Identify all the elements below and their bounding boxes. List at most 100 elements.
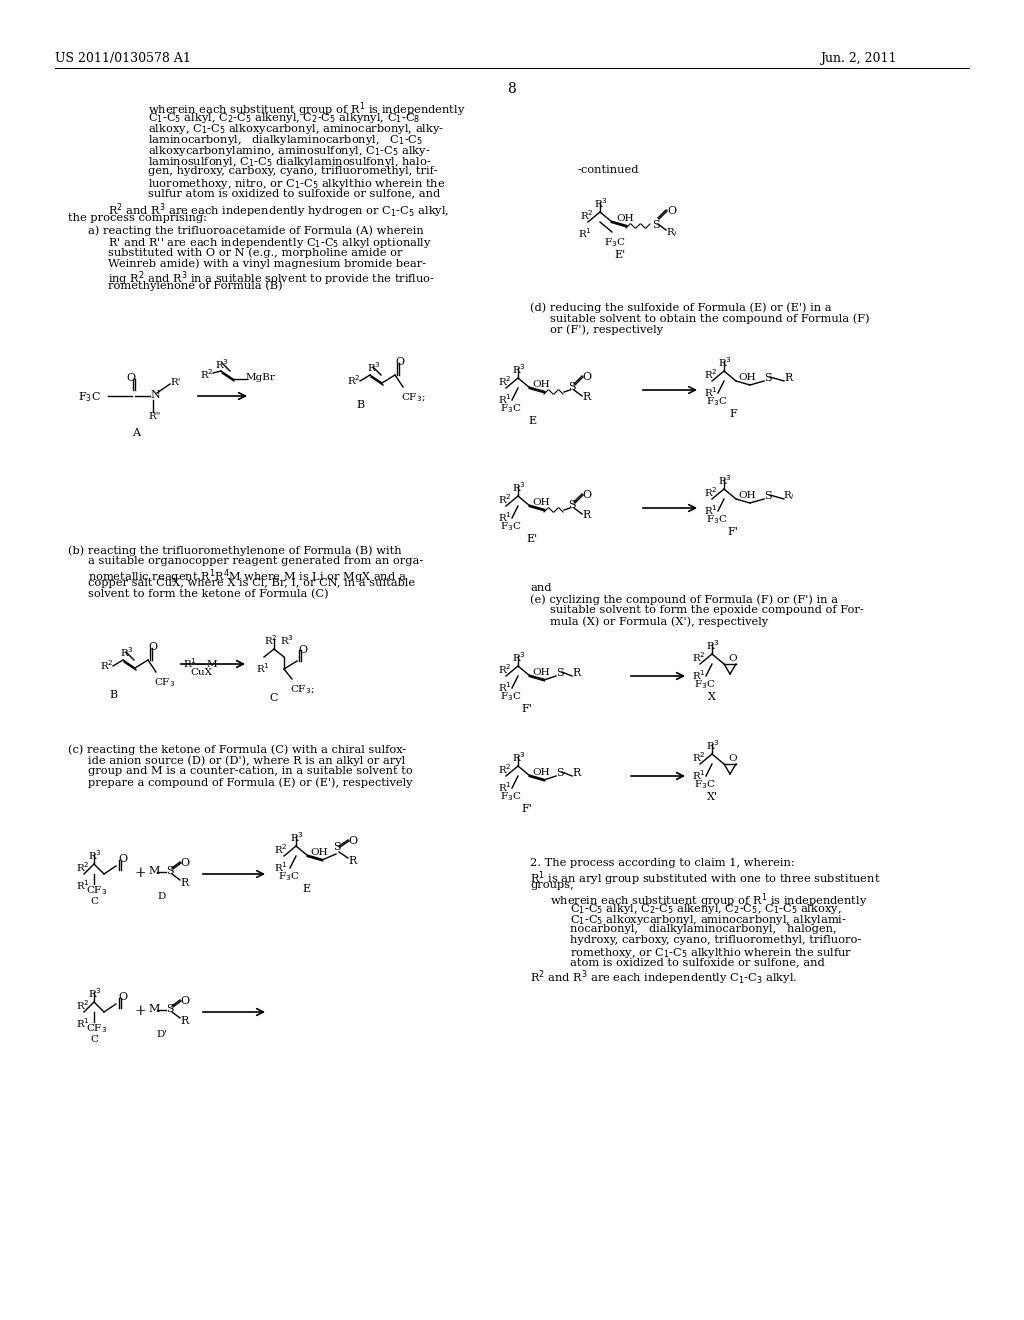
Text: R: R [348,855,356,866]
Text: O: O [148,642,157,652]
Text: S: S [333,842,341,851]
Text: OH: OH [738,374,756,381]
Text: R$^1$: R$^1$ [498,680,512,694]
Text: R' and R'' are each independently C$_1$-C$_5$ alkyl optionally: R' and R'' are each independently C$_1$-… [108,236,432,249]
Text: S: S [764,491,772,502]
Text: suitable solvent to form the epoxide compound of For-: suitable solvent to form the epoxide com… [550,605,864,615]
Text: suitable solvent to obtain the compound of Formula (F): suitable solvent to obtain the compound … [550,313,869,323]
Text: C$_1$-C$_5$ alkoxycarbonyl, aminocarbonyl, alkylami-: C$_1$-C$_5$ alkoxycarbonyl, aminocarbony… [570,913,847,927]
Text: R$^2$: R$^2$ [100,657,114,672]
Text: F': F' [521,704,532,714]
Text: R$^1$ is an aryl group substituted with one to three substituent: R$^1$ is an aryl group substituted with … [530,869,881,887]
Text: E': E' [526,535,538,544]
Text: B: B [109,690,117,700]
Text: laminocarbonyl,   dialkylaminocarbonyl,   C$_1$-C$_5$: laminocarbonyl, dialkylaminocarbonyl, C$… [148,133,423,147]
Text: a suitable organocopper reagent generated from an orga-: a suitable organocopper reagent generate… [88,556,423,566]
Text: laminosulfonyl, C$_1$-C$_5$ dialkylaminosulfonyl, halo-: laminosulfonyl, C$_1$-C$_5$ dialkylamino… [148,154,431,169]
Text: R$_i$: R$_i$ [666,226,678,239]
Text: S: S [556,768,563,777]
Text: O: O [180,858,189,869]
Text: R$^2$: R$^2$ [498,762,512,776]
Text: C: C [90,1035,98,1044]
Text: R$^3$: R$^3$ [512,750,526,764]
Text: O: O [395,356,404,367]
Text: F$_3$C: F$_3$C [694,678,716,690]
Text: R$^2$: R$^2$ [705,484,718,499]
Text: R$^2$: R$^2$ [692,750,706,764]
Text: R$^2$: R$^2$ [200,367,214,380]
Text: wherein each substituent group of R$^1$ is independently: wherein each substituent group of R$^1$ … [550,891,867,909]
Text: F$_3$C: F$_3$C [694,777,716,791]
Text: F$_3$C: F$_3$C [500,789,521,803]
Text: B: B [356,400,365,411]
Text: E': E' [614,249,626,260]
Text: US 2011/0130578 A1: US 2011/0130578 A1 [55,51,190,65]
Text: +: + [135,1005,146,1018]
Text: R: R [582,510,590,520]
Text: +: + [135,866,146,880]
Text: F$_3$C: F$_3$C [278,870,300,883]
Text: F$_3$C: F$_3$C [706,395,728,408]
Text: X': X' [707,792,718,803]
Text: -continued: -continued [578,165,640,176]
Text: O: O [118,854,127,865]
Text: OH: OH [532,498,550,507]
Text: (c) reacting the ketone of Formula (C) with a chiral sulfox-: (c) reacting the ketone of Formula (C) w… [68,744,407,755]
Text: R$^2$: R$^2$ [692,649,706,664]
Text: R$^2$: R$^2$ [580,209,594,222]
Text: R$^3$: R$^3$ [88,847,102,862]
Text: O: O [298,645,307,655]
Text: R$^1$—M: R$^1$—M [183,656,218,669]
Text: R$^1$: R$^1$ [256,661,270,675]
Text: CF$_3$;: CF$_3$; [401,391,426,404]
Text: the process comprising:: the process comprising: [68,213,207,223]
Text: R$^3$: R$^3$ [512,480,526,494]
Text: OH: OH [738,491,756,500]
Text: R': R' [170,378,180,387]
Text: M: M [148,866,160,876]
Text: R": R" [148,412,161,421]
Text: romethoxy, or C$_1$-C$_5$ alkylthio wherein the sulfur: romethoxy, or C$_1$-C$_5$ alkylthio wher… [570,946,852,960]
Text: R$^1$: R$^1$ [498,780,512,793]
Text: R$^1$: R$^1$ [578,226,592,240]
Text: R$^1$: R$^1$ [76,1016,90,1030]
Text: A: A [132,428,140,438]
Text: Weinreb amide) with a vinyl magnesium bromide bear-: Weinreb amide) with a vinyl magnesium br… [108,257,426,268]
Text: alkoxy, C$_1$-C$_5$ alkoxycarbonyl, aminocarbonyl, alky-: alkoxy, C$_1$-C$_5$ alkoxycarbonyl, amin… [148,121,444,136]
Text: R: R [784,374,793,383]
Text: R$^2$ and R$^3$ are each independently C$_1$-C$_3$ alkyl.: R$^2$ and R$^3$ are each independently C… [530,968,798,986]
Text: R$^3$: R$^3$ [706,638,720,652]
Text: CuX: CuX [190,668,212,677]
Text: S: S [652,220,659,230]
Text: R$^3$: R$^3$ [512,362,526,376]
Text: R$^1$: R$^1$ [692,668,706,682]
Text: R$^3$: R$^3$ [512,649,526,664]
Text: and: and [530,583,552,593]
Text: nometallic reagent R$^1$R$^4$M where M is Li or MgX and a: nometallic reagent R$^1$R$^4$M where M i… [88,568,407,586]
Text: CF$_3$: CF$_3$ [86,884,108,896]
Text: F: F [729,409,737,418]
Text: O: O [582,490,591,500]
Text: F': F' [521,804,532,814]
Text: M: M [148,1005,160,1014]
Text: O: O [348,836,357,846]
Text: R$^2$: R$^2$ [498,492,512,506]
Text: E: E [528,416,536,426]
Text: D': D' [157,1030,168,1039]
Text: luoromethoxy, nitro, or C$_1$-C$_5$ alkylthio wherein the: luoromethoxy, nitro, or C$_1$-C$_5$ alky… [148,177,445,191]
Text: R$^1$: R$^1$ [705,503,718,517]
Text: romethylenone of Formula (B): romethylenone of Formula (B) [108,280,283,290]
Text: S: S [764,374,772,383]
Text: R$^3$: R$^3$ [215,356,229,371]
Text: R: R [180,1016,188,1026]
Text: F$_3$C: F$_3$C [78,389,101,404]
Text: C: C [90,898,98,906]
Text: R$^3$: R$^3$ [718,355,732,368]
Text: F': F' [728,527,738,537]
Text: OH: OH [616,214,634,223]
Text: F$_3$C: F$_3$C [706,513,728,525]
Text: O: O [126,374,135,383]
Text: O: O [667,206,676,216]
Text: D: D [158,892,166,902]
Text: R$^3$: R$^3$ [280,634,294,647]
